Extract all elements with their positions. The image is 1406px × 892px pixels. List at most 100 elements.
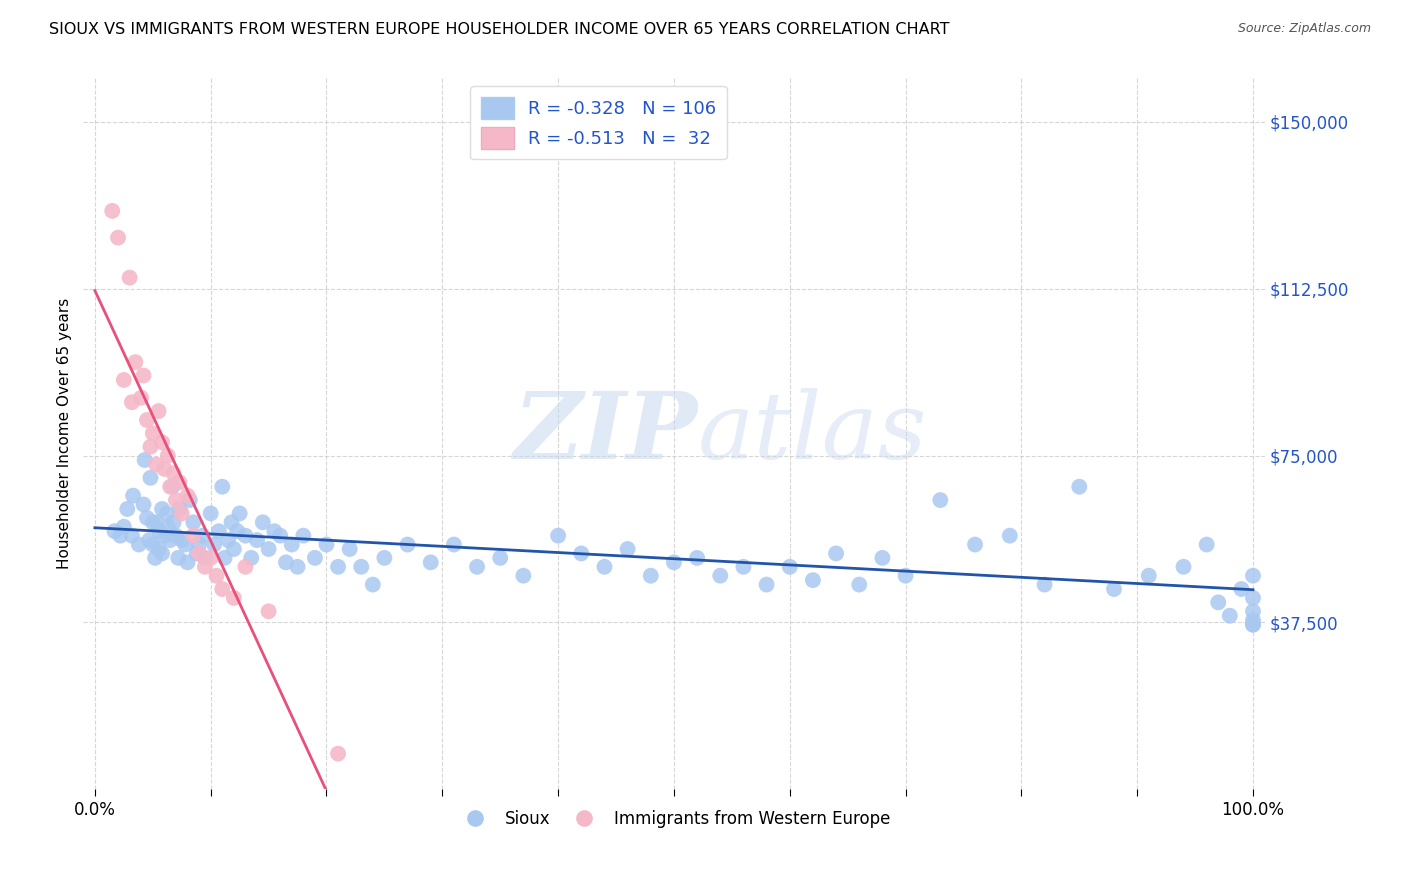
Point [326, 559, 349, 574]
Point [489, 550, 512, 565]
Point [709, 568, 731, 582]
Point [350, 559, 373, 574]
Point [129, 391, 152, 405]
Point [1230, 582, 1253, 596]
Point [128, 537, 150, 551]
Point [1195, 537, 1218, 551]
Point [287, 559, 309, 574]
Point [142, 516, 165, 530]
Point [138, 533, 160, 547]
Point [134, 453, 156, 467]
Point [167, 550, 190, 565]
Point [419, 555, 441, 569]
Point [1241, 591, 1264, 605]
Point [117, 502, 139, 516]
Point [145, 458, 167, 472]
Point [1241, 568, 1264, 582]
Point [188, 537, 211, 551]
Point [929, 493, 952, 508]
Point [281, 537, 304, 551]
Legend: Sioux, Immigrants from Western Europe: Sioux, Immigrants from Western Europe [451, 803, 897, 834]
Point [150, 435, 173, 450]
Point [170, 507, 193, 521]
Point [208, 524, 231, 539]
Point [616, 541, 638, 556]
Point [361, 577, 384, 591]
Point [1219, 608, 1241, 623]
Point [443, 537, 465, 551]
Point [211, 480, 233, 494]
Point [162, 480, 184, 494]
Point [153, 529, 176, 543]
Point [326, 747, 349, 761]
Point [257, 541, 280, 556]
Point [512, 568, 534, 582]
Point [569, 546, 592, 560]
Point [186, 546, 208, 560]
Point [162, 516, 184, 530]
Point [101, 203, 124, 218]
Point [145, 516, 167, 530]
Point [200, 550, 222, 565]
Point [162, 467, 184, 481]
Point [733, 559, 755, 574]
Point [593, 559, 616, 574]
Point [156, 520, 179, 534]
Point [121, 529, 143, 543]
Point [292, 529, 315, 543]
Point [304, 550, 326, 565]
Point [228, 507, 250, 521]
Point [1033, 577, 1056, 591]
Point [214, 550, 236, 565]
Point [801, 573, 824, 587]
Point [202, 537, 225, 551]
Point [1241, 613, 1264, 627]
Point [222, 591, 245, 605]
Point [263, 524, 285, 539]
Point [211, 582, 233, 596]
Point [118, 270, 141, 285]
Point [169, 502, 191, 516]
Point [373, 550, 395, 565]
Point [779, 559, 801, 574]
Point [124, 355, 146, 369]
Point [169, 475, 191, 490]
Point [269, 529, 291, 543]
Point [240, 550, 263, 565]
Point [825, 546, 848, 560]
Point [132, 368, 155, 383]
Point [176, 489, 198, 503]
Point [221, 516, 243, 530]
Point [107, 230, 129, 244]
Point [191, 529, 214, 543]
Point [217, 533, 239, 547]
Point [165, 493, 187, 508]
Point [142, 426, 165, 441]
Point [274, 555, 297, 569]
Point [150, 502, 173, 516]
Point [110, 529, 132, 543]
Point [235, 559, 257, 574]
Point [176, 555, 198, 569]
Point [640, 568, 662, 582]
Point [143, 550, 166, 565]
Point [194, 559, 217, 574]
Text: ZIP: ZIP [513, 388, 697, 478]
Point [139, 471, 162, 485]
Point [121, 395, 143, 409]
Point [1241, 604, 1264, 618]
Point [963, 537, 986, 551]
Point [159, 533, 181, 547]
Point [894, 568, 917, 582]
Point [132, 498, 155, 512]
Point [139, 440, 162, 454]
Point [1241, 617, 1264, 632]
Point [174, 537, 197, 551]
Point [205, 568, 228, 582]
Text: Source: ZipAtlas.com: Source: ZipAtlas.com [1237, 22, 1371, 36]
Point [156, 507, 179, 521]
Point [149, 524, 172, 539]
Point [246, 533, 269, 547]
Point [179, 493, 201, 508]
Point [1137, 568, 1160, 582]
